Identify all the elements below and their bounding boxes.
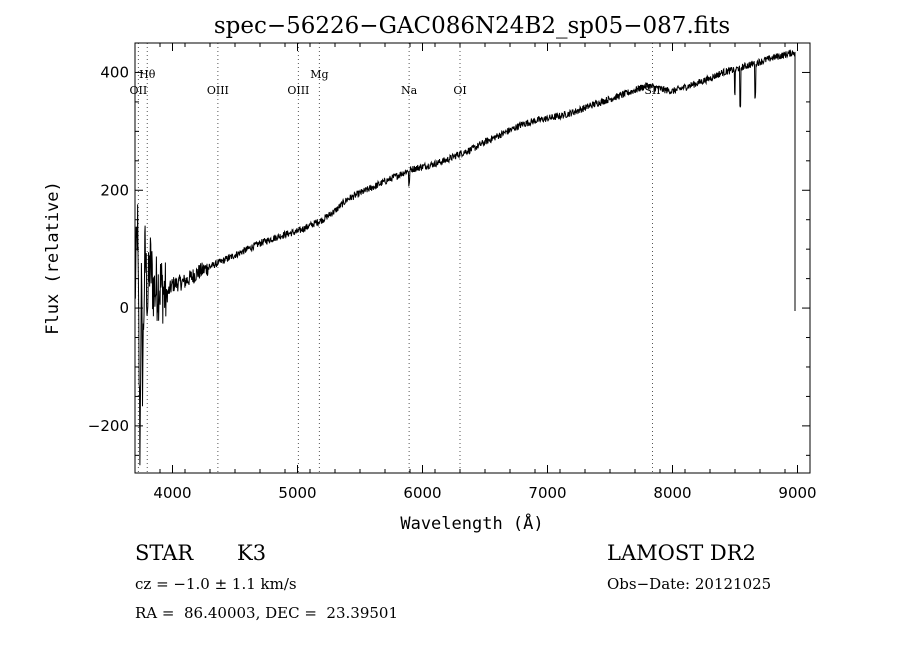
x-tick-label: 9000	[778, 484, 816, 502]
x-tick-label: 6000	[403, 484, 441, 502]
survey-name: LAMOST DR2	[607, 541, 756, 565]
x-tick-label: 8000	[653, 484, 691, 502]
marker-label-6: OI	[453, 84, 466, 97]
y-axis-ticks: −200 0 200 400	[88, 42, 810, 456]
x-tick-label: 5000	[278, 484, 316, 502]
obs-date: Obs−Date: 20121025	[607, 575, 772, 593]
y-tick-label: −200	[88, 417, 129, 435]
x-tick-label: 4000	[153, 484, 191, 502]
x-axis-ticks: 4000 5000 6000 7000 8000 9000	[134, 43, 817, 502]
redshift-info: cz = −1.0 ± 1.1 km/s	[135, 575, 297, 593]
y-tick-label: 0	[119, 299, 129, 317]
spectrum-line	[134, 49, 796, 466]
plot-frame	[134, 42, 811, 474]
marker-label-4: Mg	[310, 68, 328, 81]
object-subclass: K3	[237, 541, 267, 565]
x-axis-label: Wavelength (Å)	[400, 512, 543, 534]
object-class: STAR	[135, 541, 194, 565]
marker-label-1: Hθ	[139, 68, 156, 81]
y-tick-label: 200	[100, 181, 129, 199]
y-axis-label: Flux (relative)	[43, 181, 63, 335]
marker-label-2: OIII	[207, 84, 229, 97]
marker-label-5: Na	[401, 84, 418, 97]
coordinates: RA = 86.40003, DEC = 23.39501	[135, 604, 399, 622]
marker-label-3: OIII	[287, 84, 309, 97]
x-tick-label: 7000	[528, 484, 566, 502]
chart-title: spec−56226−GAC086N24B2_sp05−087.fits	[214, 13, 730, 39]
y-tick-label: 400	[100, 63, 129, 81]
marker-label-0: OII	[130, 84, 148, 97]
